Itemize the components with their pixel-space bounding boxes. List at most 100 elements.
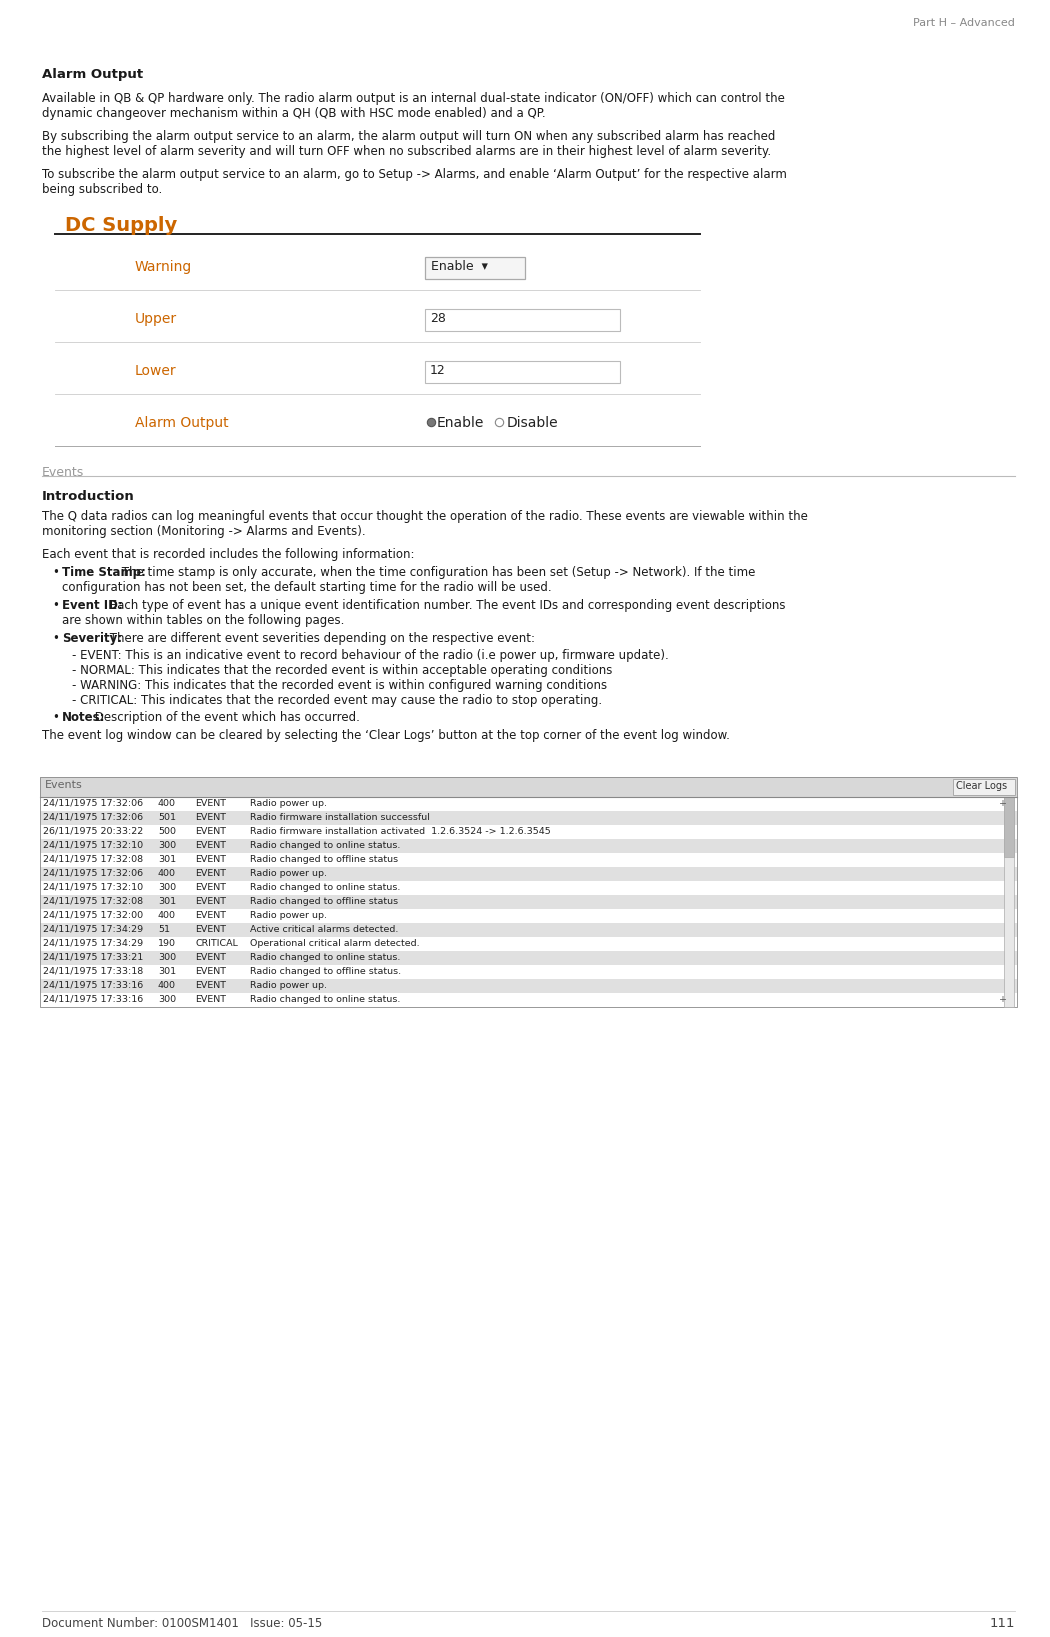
- Bar: [1004, 797, 1014, 858]
- Text: monitoring section (Monitoring -> Alarms and Events).: monitoring section (Monitoring -> Alarms…: [42, 525, 365, 539]
- Bar: [425, 362, 620, 383]
- Text: EVENT: EVENT: [195, 882, 226, 892]
- Text: Time Stamp:: Time Stamp:: [62, 566, 146, 579]
- Text: 400: 400: [158, 869, 176, 877]
- Text: EVENT: EVENT: [195, 827, 226, 837]
- Text: EVENT: EVENT: [195, 799, 226, 809]
- Bar: [40, 964, 1017, 979]
- Text: Warning: Warning: [135, 260, 192, 273]
- Text: Events: Events: [42, 467, 84, 480]
- Bar: [40, 936, 1017, 951]
- Text: Enable  ▾: Enable ▾: [430, 260, 488, 273]
- Text: DC Supply: DC Supply: [65, 216, 177, 236]
- Text: 400: 400: [158, 799, 176, 809]
- Bar: [40, 778, 1017, 1007]
- Text: •: •: [52, 599, 59, 612]
- Bar: [40, 909, 1017, 923]
- Bar: [40, 895, 1017, 909]
- Text: EVENT: EVENT: [195, 925, 226, 935]
- Text: EVENT: EVENT: [195, 841, 226, 850]
- Text: Document Number: 0100SM1401   Issue: 05-15: Document Number: 0100SM1401 Issue: 05-15: [42, 1617, 322, 1630]
- Bar: [953, 779, 1015, 796]
- Bar: [40, 923, 1017, 936]
- Text: 301: 301: [158, 855, 176, 864]
- Text: There are different event severities depending on the respective event:: There are different event severities dep…: [106, 632, 536, 645]
- Text: Radio changed to offline status: Radio changed to offline status: [250, 855, 398, 864]
- Bar: [40, 810, 1017, 825]
- Text: 24/11/1975 17:32:06: 24/11/1975 17:32:06: [43, 814, 143, 822]
- Text: EVENT: EVENT: [195, 912, 226, 920]
- Bar: [425, 257, 525, 278]
- Text: Radio changed to offline status.: Radio changed to offline status.: [250, 967, 401, 976]
- Text: 501: 501: [158, 814, 176, 822]
- Text: 24/11/1975 17:32:08: 24/11/1975 17:32:08: [43, 855, 143, 864]
- Text: 301: 301: [158, 967, 176, 976]
- Bar: [40, 979, 1017, 994]
- Bar: [40, 853, 1017, 868]
- Text: Disable: Disable: [507, 416, 559, 431]
- Text: 190: 190: [158, 940, 176, 948]
- Text: 111: 111: [989, 1617, 1015, 1630]
- Text: Alarm Output: Alarm Output: [42, 69, 143, 80]
- Text: 24/11/1975 17:32:10: 24/11/1975 17:32:10: [43, 841, 143, 850]
- Text: 300: 300: [158, 841, 176, 850]
- Text: 24/11/1975 17:32:00: 24/11/1975 17:32:00: [43, 912, 143, 920]
- Text: 300: 300: [158, 953, 176, 963]
- Text: Each event that is recorded includes the following information:: Each event that is recorded includes the…: [42, 548, 415, 561]
- Text: •: •: [52, 710, 59, 724]
- Text: EVENT: EVENT: [195, 995, 226, 1003]
- Text: +: +: [999, 995, 1007, 1003]
- Text: 26/11/1975 20:33:22: 26/11/1975 20:33:22: [43, 827, 143, 837]
- Text: •: •: [52, 632, 59, 645]
- Text: The time stamp is only accurate, when the time configuration has been set (Setup: The time stamp is only accurate, when th…: [118, 566, 755, 579]
- Text: 400: 400: [158, 981, 176, 990]
- Text: are shown within tables on the following pages.: are shown within tables on the following…: [62, 614, 344, 627]
- Text: Available in QB & QP hardware only. The radio alarm output is an internal dual-s: Available in QB & QP hardware only. The …: [42, 92, 785, 105]
- Text: EVENT: EVENT: [195, 981, 226, 990]
- Text: being subscribed to.: being subscribed to.: [42, 183, 163, 196]
- Text: Notes:: Notes:: [62, 710, 105, 724]
- Text: Events: Events: [45, 779, 83, 791]
- Bar: [1004, 797, 1014, 1007]
- Text: - EVENT: This is an indicative event to record behaviour of the radio (i.e power: - EVENT: This is an indicative event to …: [72, 648, 669, 661]
- Text: 300: 300: [158, 882, 176, 892]
- Bar: [40, 778, 1017, 797]
- Text: Radio changed to offline status: Radio changed to offline status: [250, 897, 398, 905]
- Bar: [40, 951, 1017, 964]
- Text: Enable: Enable: [437, 416, 484, 431]
- Text: EVENT: EVENT: [195, 897, 226, 905]
- Text: Radio firmware installation activated  1.2.6.3524 -> 1.2.6.3545: Radio firmware installation activated 1.…: [250, 827, 551, 837]
- Text: By subscribing the alarm output service to an alarm, the alarm output will turn : By subscribing the alarm output service …: [42, 129, 775, 142]
- Bar: [40, 994, 1017, 1007]
- Text: CRITICAL: CRITICAL: [195, 940, 238, 948]
- Text: - CRITICAL: This indicates that the recorded event may cause the radio to stop o: - CRITICAL: This indicates that the reco…: [72, 694, 602, 707]
- Text: 24/11/1975 17:33:16: 24/11/1975 17:33:16: [43, 981, 143, 990]
- Text: EVENT: EVENT: [195, 967, 226, 976]
- Bar: [40, 825, 1017, 840]
- Text: Radio power up.: Radio power up.: [250, 869, 327, 877]
- Text: Radio power up.: Radio power up.: [250, 912, 327, 920]
- Text: Severity:: Severity:: [62, 632, 122, 645]
- Text: Radio firmware installation successful: Radio firmware installation successful: [250, 814, 429, 822]
- Text: the highest level of alarm severity and will turn OFF when no subscribed alarms : the highest level of alarm severity and …: [42, 146, 771, 159]
- Text: EVENT: EVENT: [195, 953, 226, 963]
- Bar: [40, 881, 1017, 895]
- Text: 24/11/1975 17:33:21: 24/11/1975 17:33:21: [43, 953, 143, 963]
- Text: Radio changed to online status.: Radio changed to online status.: [250, 995, 400, 1003]
- Text: Operational critical alarm detected.: Operational critical alarm detected.: [250, 940, 420, 948]
- Text: Clear Logs: Clear Logs: [956, 781, 1007, 791]
- Text: Lower: Lower: [135, 363, 176, 378]
- Text: Radio power up.: Radio power up.: [250, 799, 327, 809]
- Text: To subscribe the alarm output service to an alarm, go to Setup -> Alarms, and en: To subscribe the alarm output service to…: [42, 169, 786, 182]
- Text: Introduction: Introduction: [42, 489, 134, 503]
- Bar: [40, 797, 1017, 810]
- Text: 24/11/1975 17:32:06: 24/11/1975 17:32:06: [43, 869, 143, 877]
- Text: Each type of event has a unique event identification number. The event IDs and c: Each type of event has a unique event id…: [106, 599, 785, 612]
- Text: EVENT: EVENT: [195, 855, 226, 864]
- Text: Radio changed to online status.: Radio changed to online status.: [250, 882, 400, 892]
- Text: dynamic changeover mechanism within a QH (QB with HSC mode enabled) and a QP.: dynamic changeover mechanism within a QH…: [42, 106, 546, 120]
- Text: Radio changed to online status.: Radio changed to online status.: [250, 953, 400, 963]
- Text: EVENT: EVENT: [195, 869, 226, 877]
- Text: Active critical alarms detected.: Active critical alarms detected.: [250, 925, 398, 935]
- Text: 24/11/1975 17:33:16: 24/11/1975 17:33:16: [43, 995, 143, 1003]
